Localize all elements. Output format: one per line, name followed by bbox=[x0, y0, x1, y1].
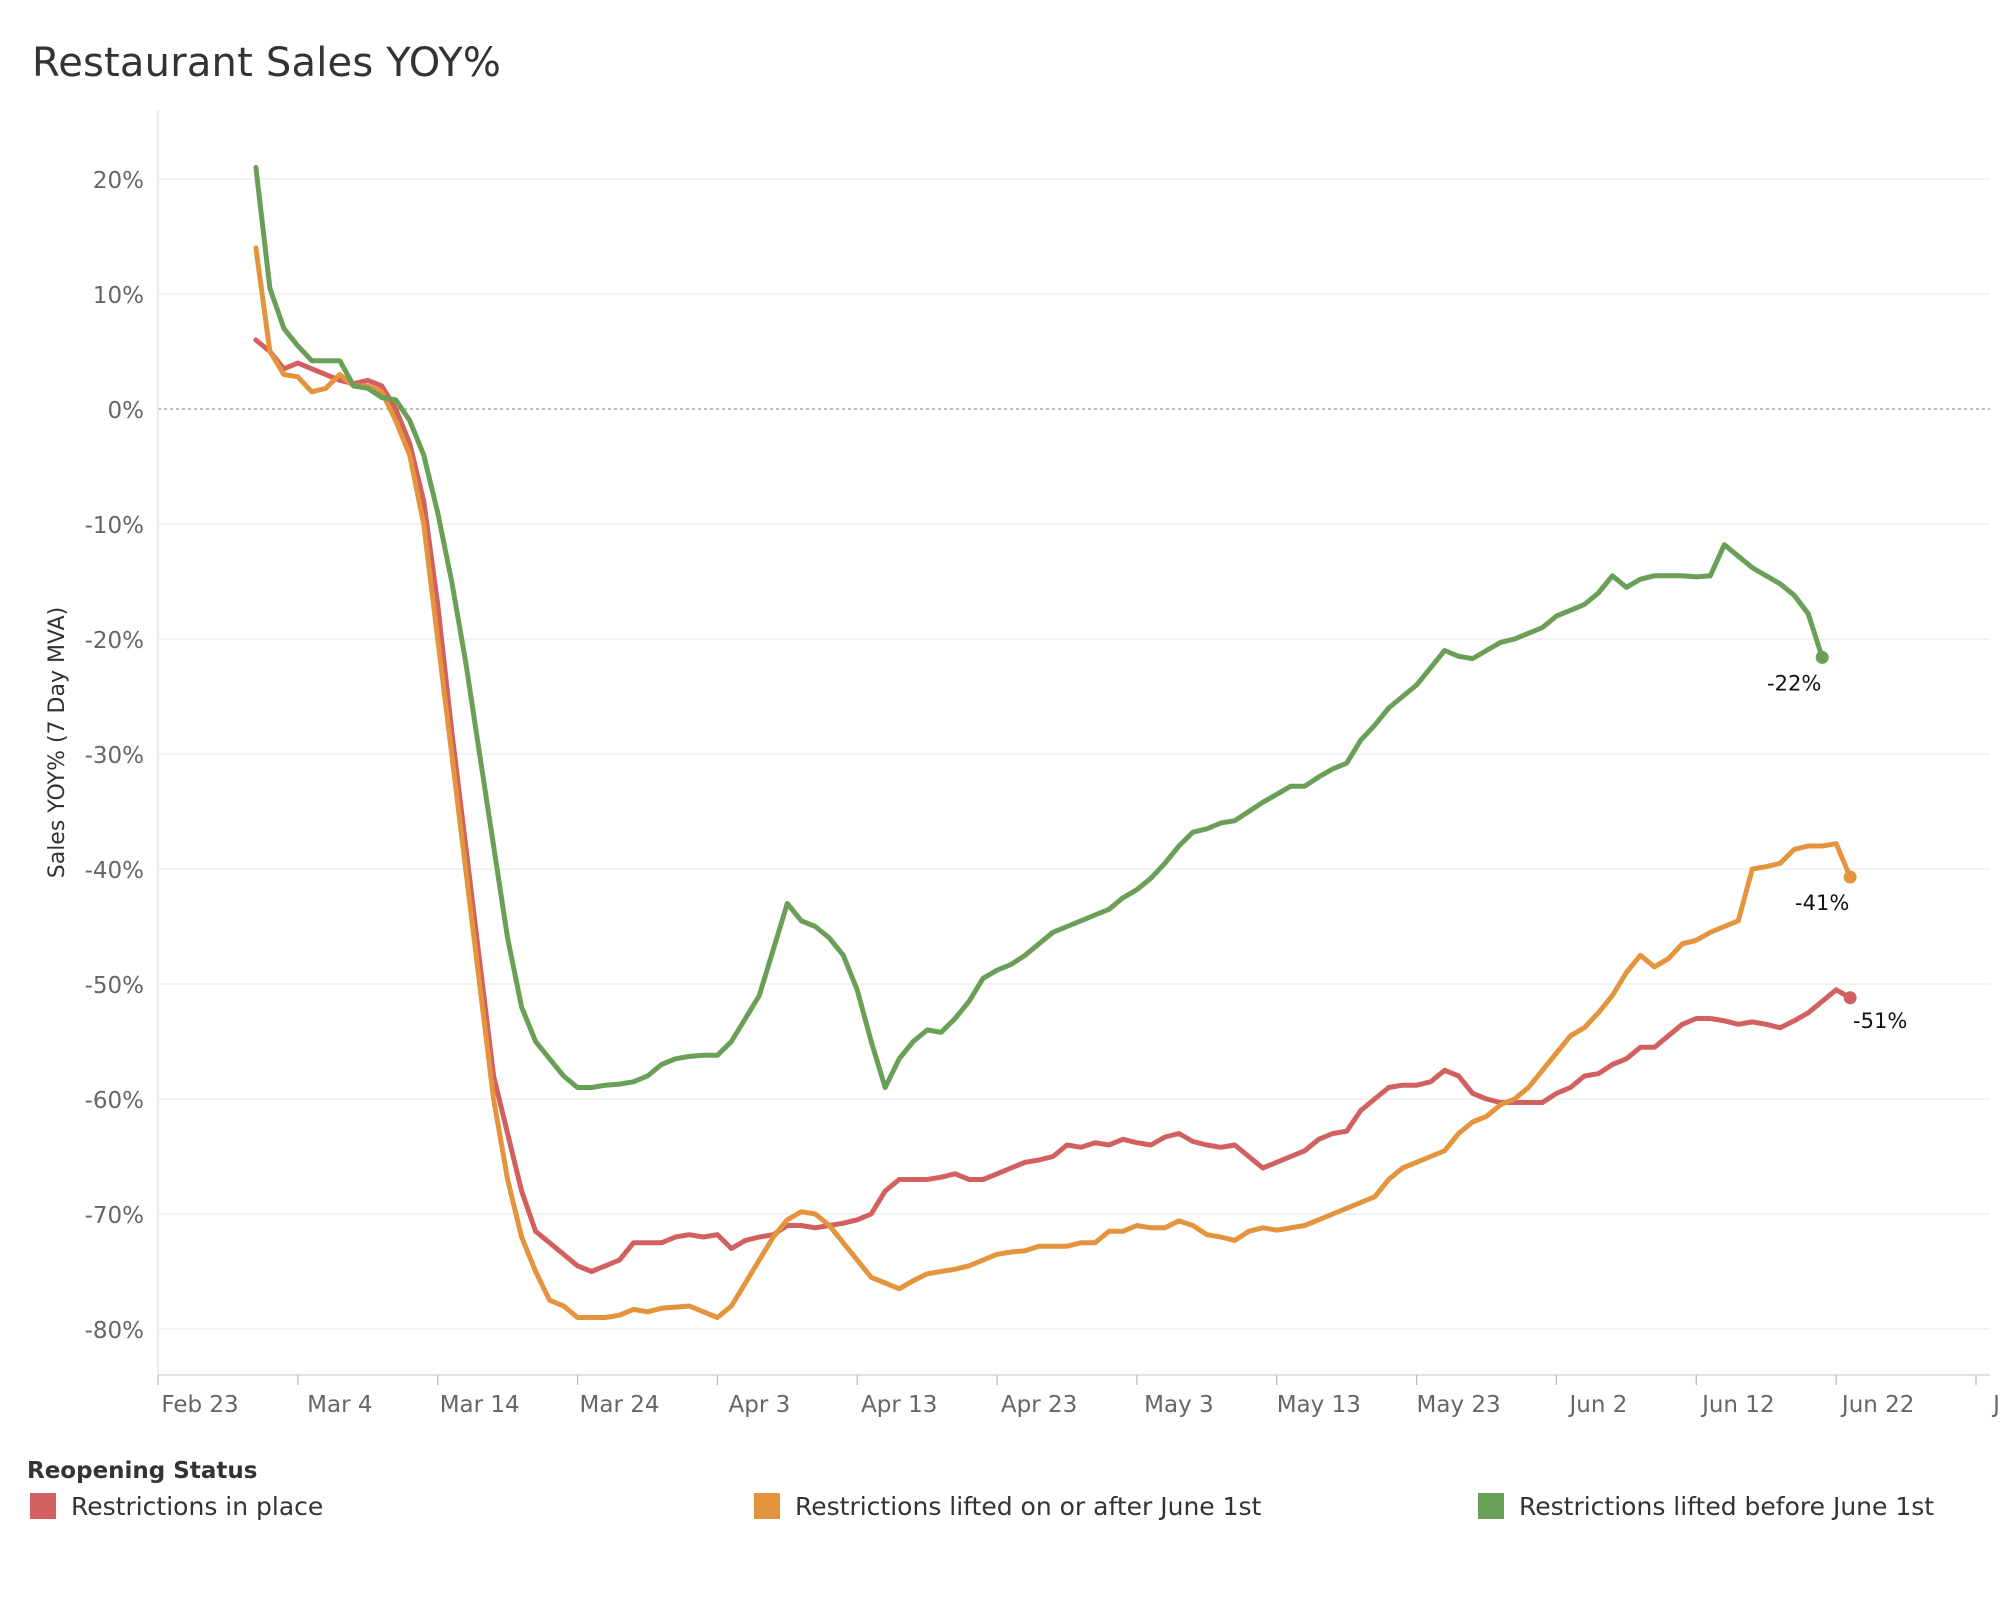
x-tick-label: Mar 14 bbox=[440, 1392, 520, 1418]
x-tick-label: Apr 3 bbox=[729, 1392, 791, 1418]
y-tick-label: -20% bbox=[85, 628, 144, 654]
legend-label: Restrictions lifted before June 1st bbox=[1519, 1491, 1935, 1521]
x-tick-label: Mar 4 bbox=[307, 1392, 372, 1418]
y-tick-label: 20% bbox=[93, 168, 144, 194]
y-axis-label: Sales YOY% (7 Day MVA) bbox=[45, 607, 70, 879]
x-tick-label: May 13 bbox=[1277, 1392, 1361, 1418]
series-lines bbox=[253, 165, 1853, 1320]
y-axis-ticks: 20% 10% 0% -10% -20% -30% -40% -50% -60% -70% -80% bbox=[85, 168, 144, 1344]
y-tick-label: 10% bbox=[93, 283, 144, 309]
legend-label: Restrictions in place bbox=[71, 1491, 324, 1521]
y-tick-label: -10% bbox=[85, 513, 144, 539]
x-tick-label: May 23 bbox=[1417, 1392, 1501, 1418]
axes bbox=[157, 110, 1990, 1376]
legend-swatch-green bbox=[1478, 1493, 1504, 1519]
x-tick-label: Feb 23 bbox=[161, 1392, 238, 1418]
y-tick-label: -30% bbox=[85, 743, 144, 769]
gridlines bbox=[158, 178, 1990, 1330]
legend-item-restrictions-in-place[interactable]: Restrictions in place bbox=[30, 1490, 323, 1522]
y-tick-label: -50% bbox=[85, 973, 144, 999]
legend-item-lifted-before-june-1[interactable]: Restrictions lifted before June 1st bbox=[1478, 1490, 1934, 1522]
end-point-orange[interactable] bbox=[1843, 870, 1857, 884]
x-tick-label: Jul 2 bbox=[1991, 1392, 2000, 1418]
y-tick-label: -60% bbox=[85, 1088, 144, 1114]
x-tick-label: Apr 13 bbox=[861, 1392, 937, 1418]
y-tick-label: 0% bbox=[108, 398, 145, 424]
end-label-red: -51% bbox=[1853, 1009, 1907, 1033]
end-point-red[interactable] bbox=[1843, 991, 1857, 1005]
x-tick-label: Apr 23 bbox=[1001, 1392, 1077, 1418]
series-line-orange[interactable] bbox=[253, 245, 1853, 1320]
x-tick-label: Mar 24 bbox=[580, 1392, 660, 1418]
chart-title: Restaurant Sales YOY% bbox=[32, 40, 502, 86]
legend-item-lifted-after-june-1[interactable]: Restrictions lifted on or after June 1st bbox=[754, 1490, 1261, 1522]
x-tick-label: May 3 bbox=[1144, 1392, 1214, 1418]
series-line-green[interactable] bbox=[253, 165, 1825, 1090]
y-tick-label: -70% bbox=[85, 1203, 144, 1229]
end-point-green[interactable] bbox=[1815, 650, 1829, 664]
legend-swatch-orange bbox=[754, 1493, 780, 1519]
y-tick-label: -80% bbox=[85, 1318, 144, 1344]
x-tick-label: Jun 12 bbox=[1700, 1392, 1775, 1418]
x-tick-label: Jun 22 bbox=[1840, 1392, 1915, 1418]
end-label-orange: -41% bbox=[1795, 891, 1849, 915]
legend-swatch-red bbox=[30, 1493, 56, 1519]
end-labels: -51% -41% -22% bbox=[1767, 650, 1907, 1033]
legend-label: Restrictions lifted on or after June 1st bbox=[795, 1491, 1262, 1521]
x-axis-ticks: Feb 23 Mar 4 Mar 14 Mar 24 Apr 3 Apr 13 Apr 23… bbox=[157, 1375, 2000, 1418]
y-tick-label: -40% bbox=[85, 858, 144, 884]
legend-title: Reopening Status bbox=[27, 1458, 258, 1484]
end-label-green: -22% bbox=[1767, 671, 1821, 695]
x-tick-label: Jun 2 bbox=[1568, 1392, 1628, 1418]
line-chart: 20% 10% 0% -10% -20% -30% -40% -50% -60% -70% -80%… bbox=[45, 110, 2000, 1418]
series-line-red[interactable] bbox=[253, 337, 1853, 1274]
